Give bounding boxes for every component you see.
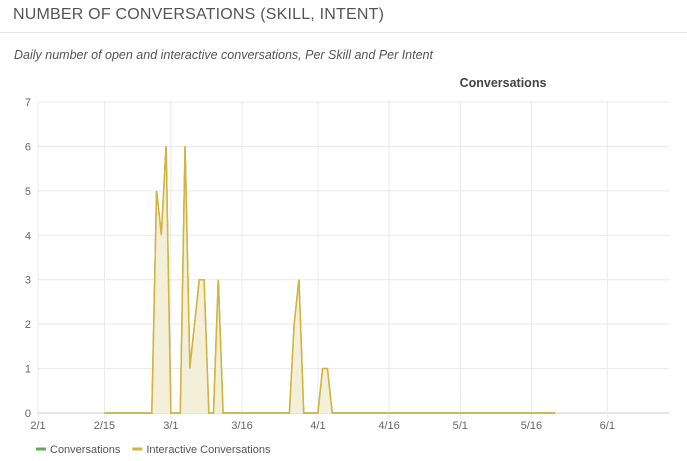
panel-subtitle: Daily number of open and interactive con… — [14, 48, 433, 62]
y-tick-label: 1 — [25, 364, 31, 376]
x-tick-label: 3/1 — [163, 420, 178, 432]
panel-title: NUMBER OF CONVERSATIONS (SKILL, INTENT) — [13, 6, 385, 23]
series-line-interactive-conversations — [104, 146, 556, 414]
y-tick-label: 5 — [25, 186, 31, 198]
x-tick-label: 6/1 — [600, 420, 615, 432]
x-tick-label: 5/16 — [521, 420, 542, 432]
legend-label: Interactive Conversations — [146, 444, 271, 456]
y-tick-label: 4 — [25, 230, 31, 242]
panel-header: NUMBER OF CONVERSATIONS (SKILL, INTENT) — [0, 0, 687, 33]
y-tick-label: 2 — [25, 319, 31, 331]
interactive-area-fill — [104, 146, 556, 413]
y-tick-label: 7 — [25, 97, 31, 109]
chart-title: Conversations — [460, 76, 547, 90]
y-tick-label: 0 — [25, 408, 31, 420]
y-tick-label: 3 — [25, 275, 31, 287]
x-tick-label: 4/16 — [378, 420, 399, 432]
x-tick-label: 5/1 — [453, 420, 468, 432]
x-tick-label: 4/1 — [310, 420, 325, 432]
x-tick-label: 2/15 — [94, 420, 115, 432]
x-tick-label: 2/1 — [30, 420, 45, 432]
y-tick-label: 6 — [25, 141, 31, 153]
legend-label: Conversations — [50, 444, 121, 456]
x-tick-label: 3/16 — [231, 420, 252, 432]
